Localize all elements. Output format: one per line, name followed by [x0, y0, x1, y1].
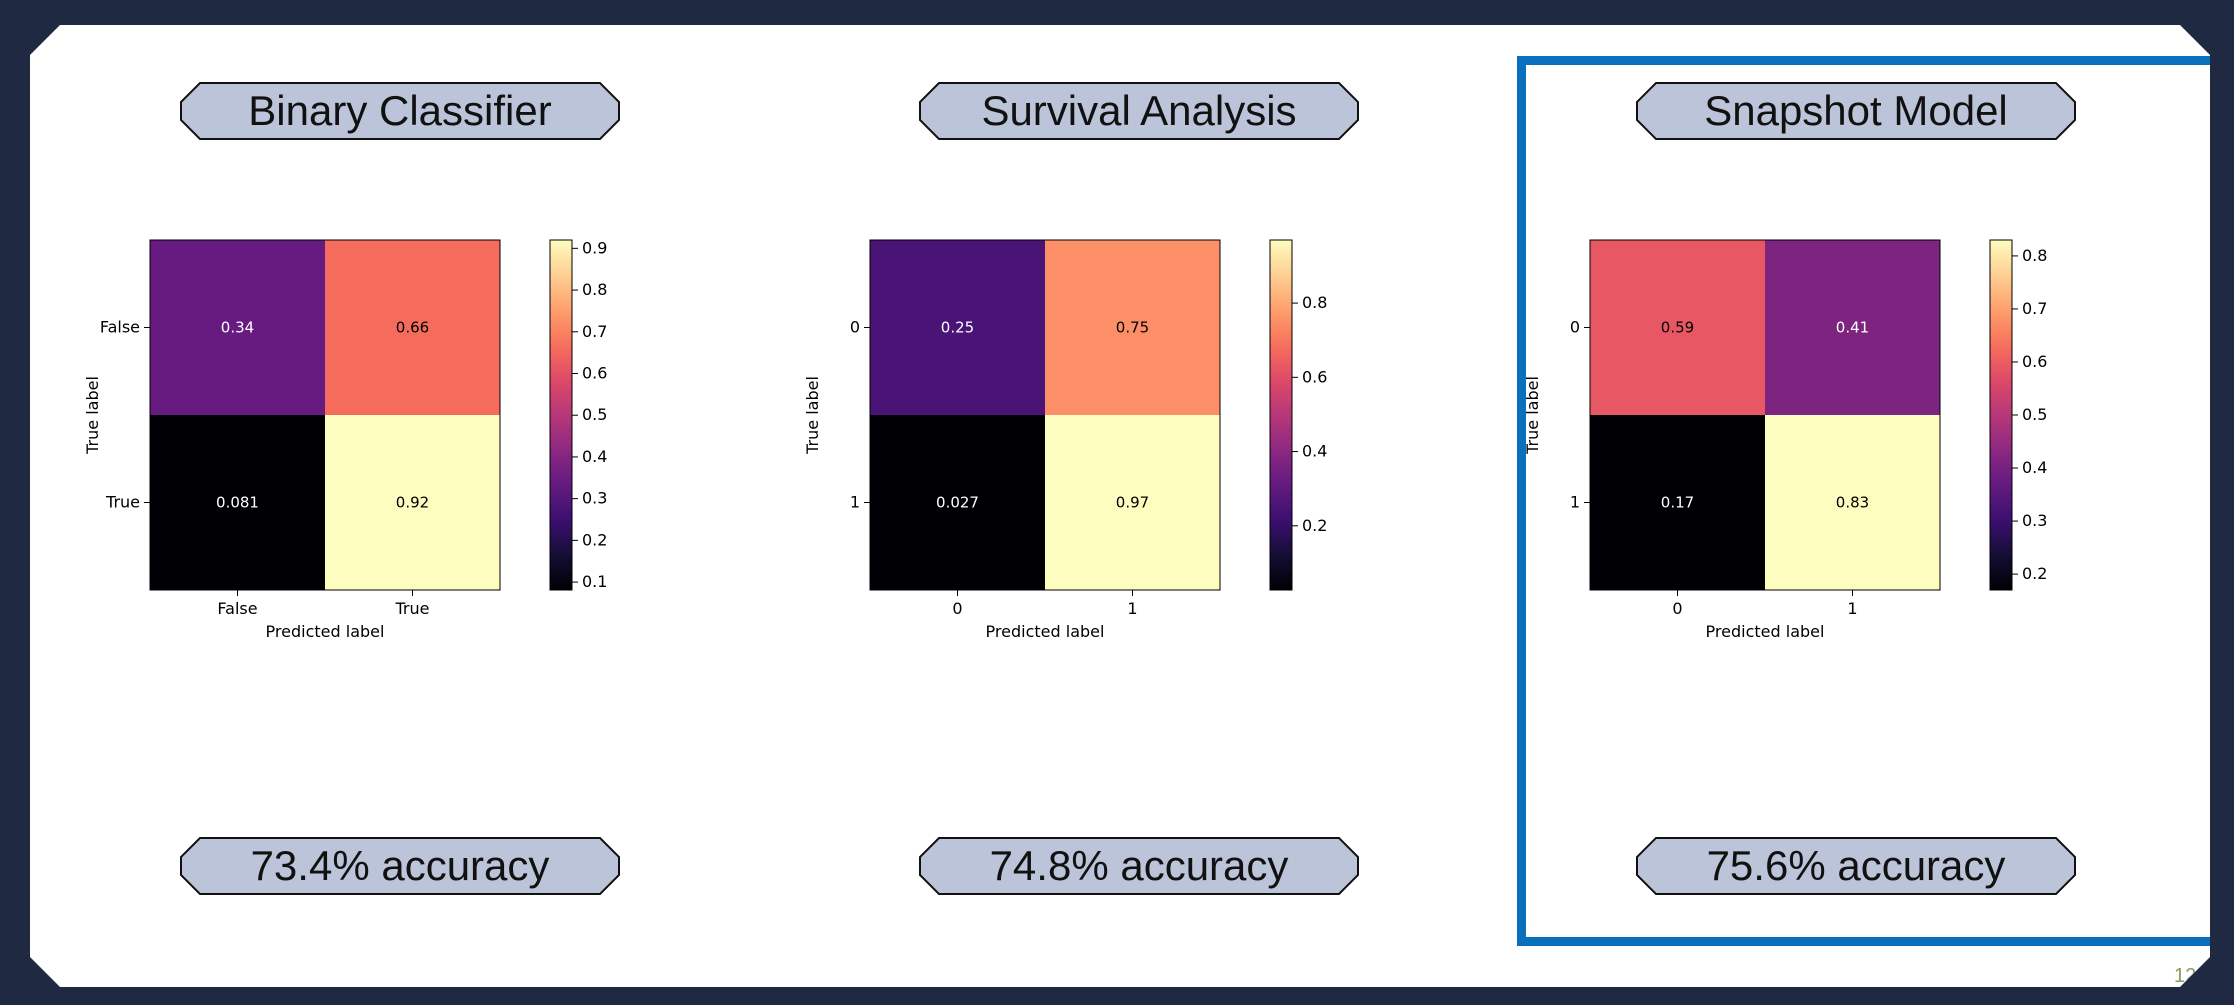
pill-shape: [919, 82, 1359, 140]
pill-shape: [1636, 82, 2076, 140]
title-snapshot: Snapshot Model: [1704, 87, 2008, 134]
colorbar-tick-label: 0.6: [582, 363, 607, 382]
x-tick-label: True: [395, 599, 430, 618]
x-axis-label: Predicted label: [986, 622, 1105, 641]
cell-value-label: 0.97: [1116, 494, 1149, 512]
pill-shape: [180, 82, 620, 140]
colorbar-tick-label: 0.6: [2022, 352, 2047, 371]
colorbar-tick-label: 0.7: [2022, 299, 2047, 318]
accuracy-pill-binary: 73.4% accuracy: [180, 837, 620, 895]
colorbar-tick-label: 0.8: [582, 280, 607, 299]
accuracy-pill-survival: 74.8% accuracy: [919, 837, 1359, 895]
matrix-frame: [1589, 239, 1941, 591]
x-tick-label: 0: [1672, 599, 1682, 618]
matrix-cell: [870, 415, 1045, 590]
highlight-box: [1517, 56, 2210, 946]
cell-value-label: 0.92: [396, 494, 429, 512]
cell-value-label: 0.59: [1661, 319, 1694, 337]
y-axis-label: True label: [1523, 376, 1542, 455]
colorbar-tick-label: 0.4: [1302, 442, 1327, 461]
matrix-cell: [1045, 240, 1220, 415]
colorbar-tick-label: 0.2: [2022, 564, 2047, 583]
matrix-cell: [870, 240, 1045, 415]
y-tick-label: 0: [850, 318, 860, 337]
colorbar-tick-label: 0.7: [582, 322, 607, 341]
matrix-cell: [1765, 415, 1940, 590]
colorbar-tick-label: 0.3: [582, 489, 607, 508]
colorbar-tick-label: 0.3: [2022, 511, 2047, 530]
y-tick-label: False: [100, 318, 140, 337]
colorbar-tick-label: 0.8: [1302, 293, 1327, 312]
slide: Binary Classifier Survival Analysis Snap…: [30, 25, 2210, 987]
pill-shape: [1636, 837, 2076, 895]
x-tick-label: 1: [1127, 599, 1137, 618]
accuracy-snapshot: 75.6% accuracy: [1706, 842, 2006, 889]
x-tick-label: False: [217, 599, 257, 618]
cell-value-label: 0.75: [1116, 319, 1149, 337]
matrix-cell: [1590, 240, 1765, 415]
y-tick-label: 1: [850, 493, 860, 512]
cell-value-label: 0.027: [936, 494, 979, 512]
y-axis-label: True label: [83, 376, 102, 455]
x-axis-label: Predicted label: [1706, 622, 1825, 641]
matrix-cell: [150, 240, 325, 415]
colorbar-tick-label: 0.5: [582, 405, 607, 424]
matrix-frame: [869, 239, 1221, 591]
colorbar-tick-label: 0.2: [1302, 516, 1327, 535]
accuracy-pill-snapshot: 75.6% accuracy: [1636, 837, 2076, 895]
cell-value-label: 0.66: [396, 319, 429, 337]
matrix-cell: [325, 415, 500, 590]
matrix-frame: [149, 239, 501, 591]
matrix-cell: [150, 415, 325, 590]
title-survival: Survival Analysis: [981, 87, 1297, 134]
y-axis-label: True label: [803, 376, 822, 455]
title-pill-snapshot: Snapshot Model: [1636, 82, 2076, 140]
cell-value-label: 0.25: [941, 319, 974, 337]
x-tick-label: 1: [1847, 599, 1857, 618]
title-pill-binary: Binary Classifier: [180, 82, 620, 140]
colorbar-tick-label: 0.4: [2022, 458, 2047, 477]
pill-shape: [919, 837, 1359, 895]
colorbar: [549, 239, 573, 591]
matrix-cell: [1045, 415, 1220, 590]
colorbar-tick-label: 0.4: [582, 447, 607, 466]
cell-value-label: 0.41: [1836, 319, 1869, 337]
confusion-matrix-snapshot: 0.59 0.41 0.17 0.83 0 1 0 1 Predicted label True …: [1523, 239, 2047, 641]
cell-value-label: 0.34: [221, 319, 254, 337]
page-number: 12: [2174, 965, 2197, 987]
colorbar-tick-label: 0.1: [582, 572, 607, 591]
cell-value-label: 0.17: [1661, 494, 1694, 512]
cell-value-label: 0.081: [216, 494, 259, 512]
confusion-matrix-binary: 0.34 0.66 0.081 0.92 False True False True Predi…: [83, 238, 607, 641]
x-axis-label: Predicted label: [266, 622, 385, 641]
colorbar: [1269, 239, 1293, 591]
colorbar-tick-label: 0.2: [582, 530, 607, 549]
cell-value-label: 0.83: [1836, 494, 1869, 512]
y-tick-label: 0: [1570, 318, 1580, 337]
matrix-cell: [325, 240, 500, 415]
colorbar-tick-label: 0.8: [2022, 246, 2047, 265]
x-tick-label: 0: [952, 599, 962, 618]
y-tick-label: 1: [1570, 493, 1580, 512]
accuracy-survival: 74.8% accuracy: [989, 842, 1289, 889]
pill-shape: [180, 837, 620, 895]
colorbar-tick-label: 0.6: [1302, 367, 1327, 386]
matrix-cell: [1590, 415, 1765, 590]
title-binary: Binary Classifier: [248, 87, 552, 134]
accuracy-binary: 73.4% accuracy: [250, 842, 550, 889]
colorbar-tick-label: 0.9: [582, 238, 607, 257]
title-pill-survival: Survival Analysis: [919, 82, 1359, 140]
confusion-matrix-survival: 0.25 0.75 0.027 0.97 0 1 0 1 Predicted label True…: [803, 239, 1327, 641]
y-tick-label: True: [105, 493, 140, 512]
matrix-cell: [1765, 240, 1940, 415]
colorbar-tick-label: 0.5: [2022, 405, 2047, 424]
